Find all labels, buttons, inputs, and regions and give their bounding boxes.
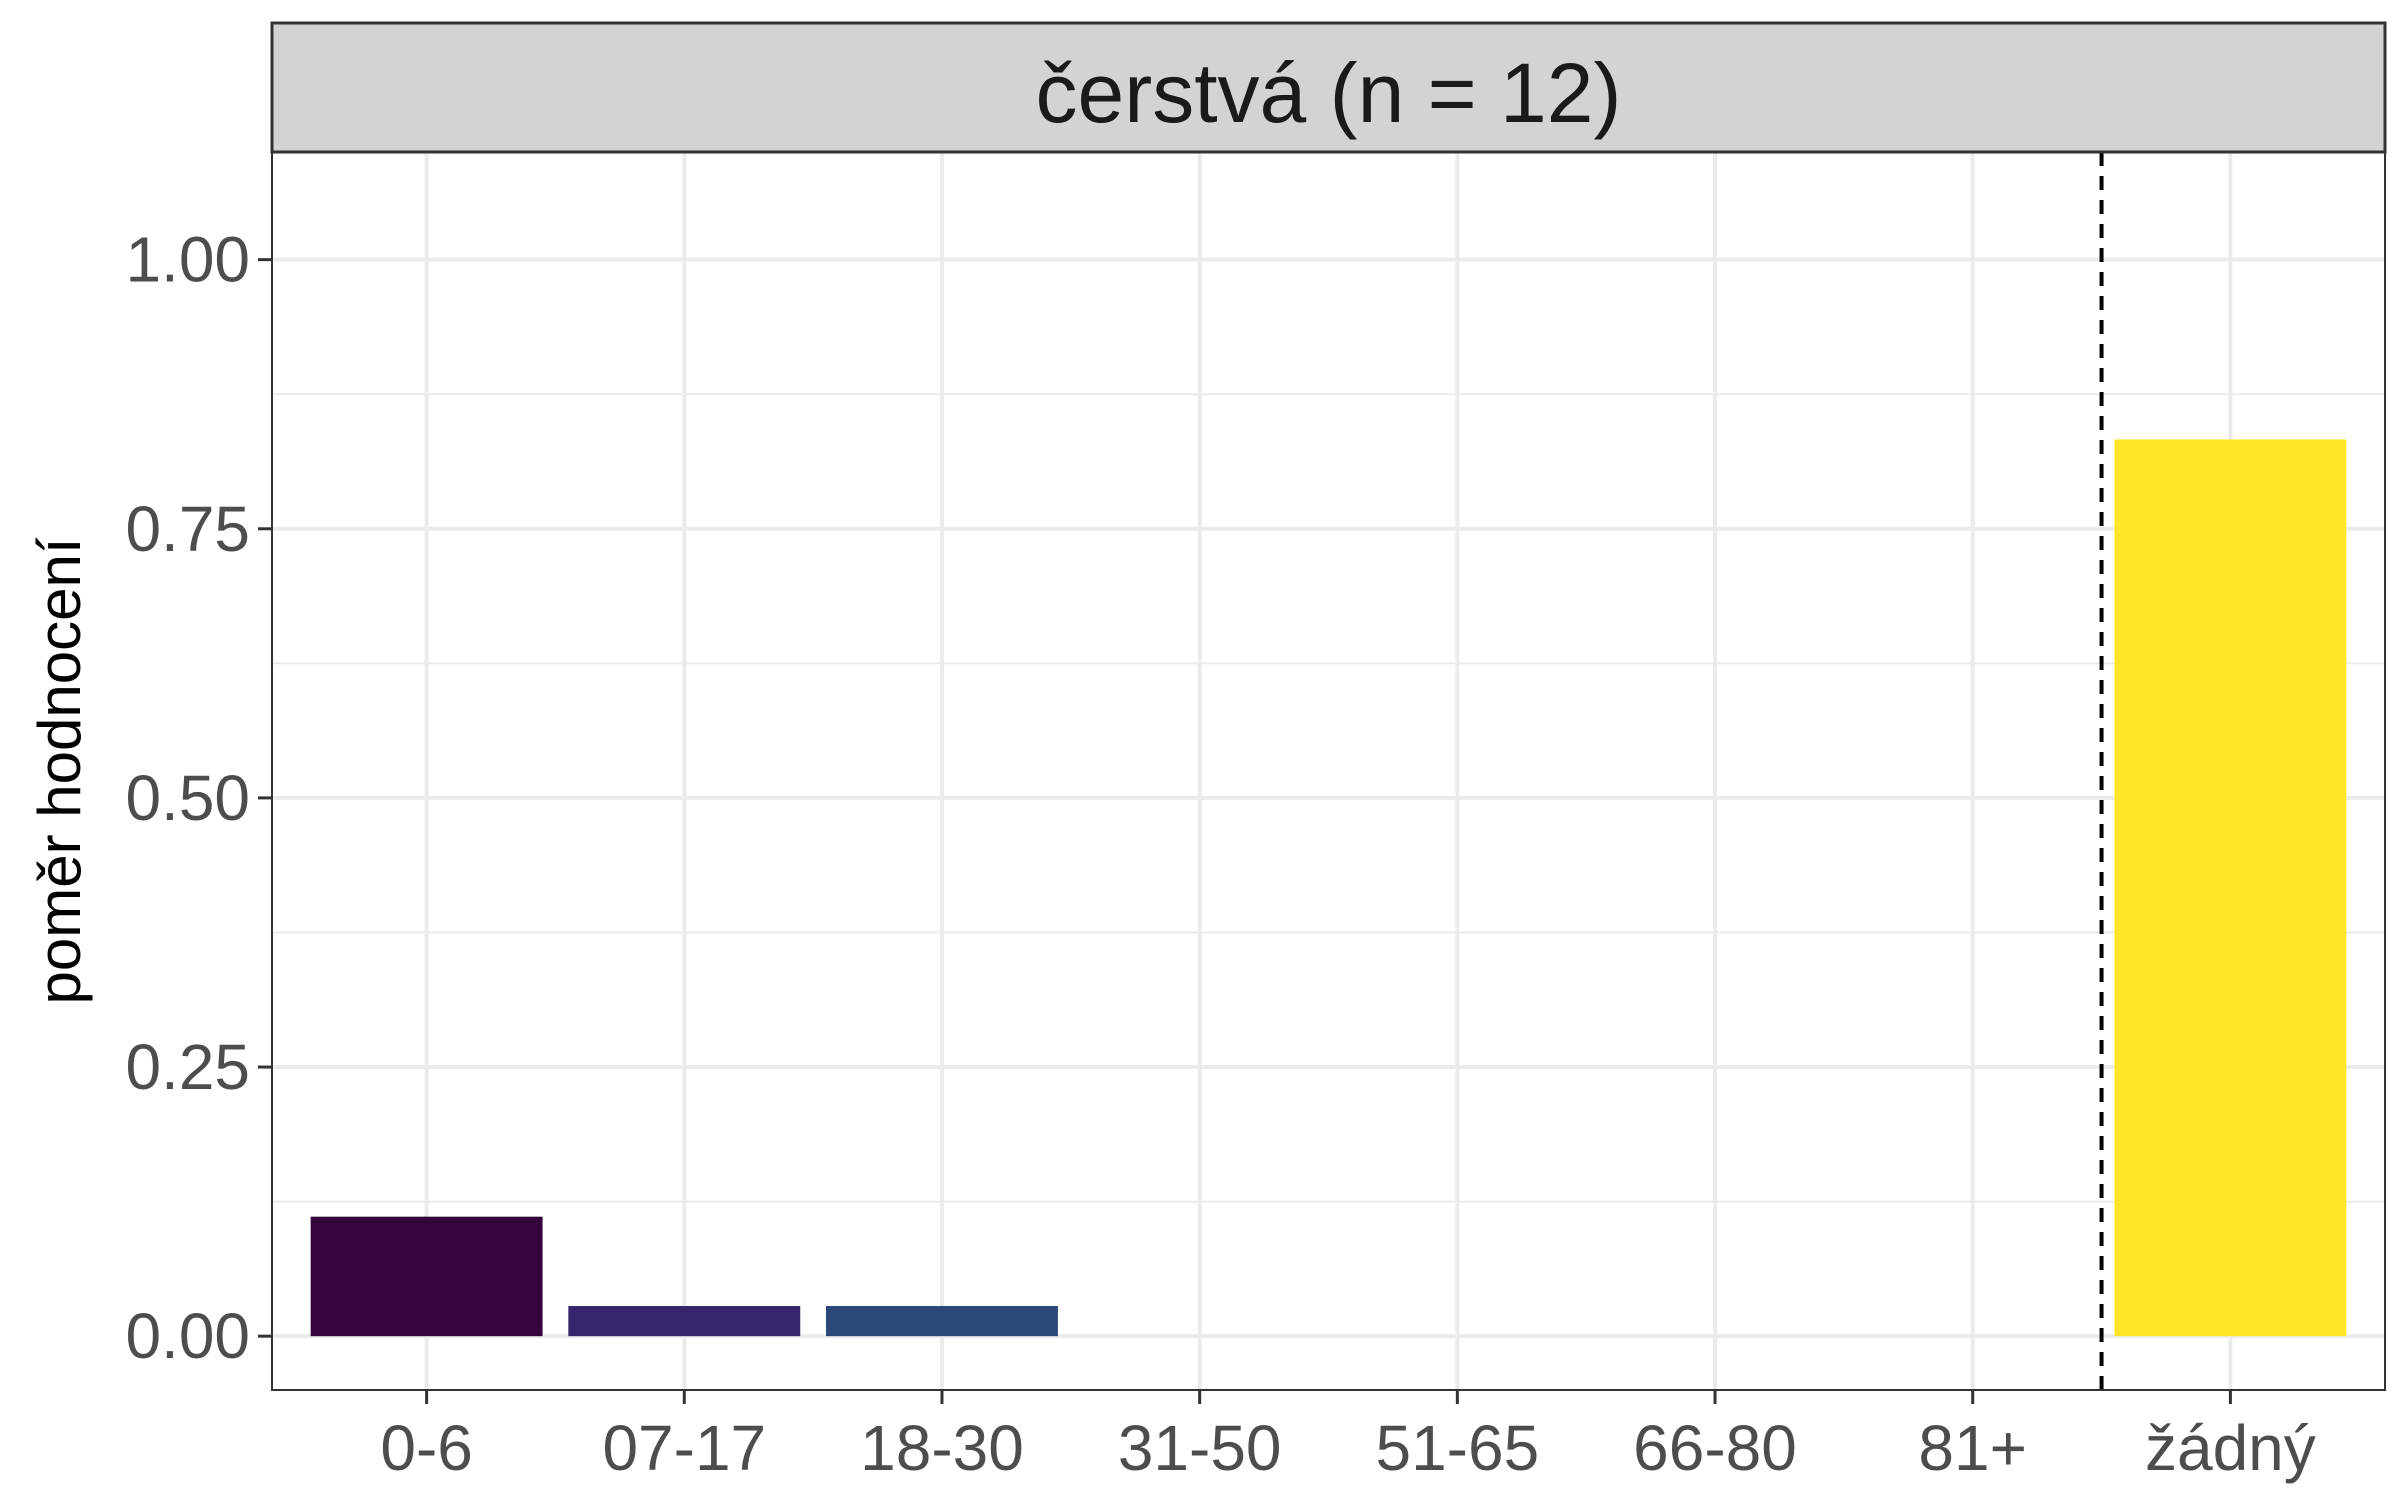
bar-0-6: [310, 1216, 543, 1337]
x-tick-label: 66-80: [1633, 1412, 1797, 1484]
x-axis: 0-6 07-17 18-30 31-50 51-65 66-80 81+ žádný: [380, 1390, 2316, 1484]
y-tick-label: 0.50: [125, 762, 250, 834]
y-tick-label: 0.00: [125, 1300, 250, 1372]
x-tick-label: 31-50: [1118, 1412, 1282, 1484]
grid-lines: [272, 152, 2385, 1390]
bars: [310, 439, 2347, 1337]
y-axis: 0.00 0.25 0.50 0.75 1.00: [125, 224, 272, 1372]
bar-18-30: [826, 1306, 1058, 1337]
bar-07-17: [568, 1306, 801, 1337]
facet-title: čerstvá (n = 12): [1036, 46, 1622, 140]
bar-žádný: [2114, 439, 2347, 1337]
y-tick-label: 0.25: [125, 1031, 250, 1103]
y-tick-label: 0.75: [125, 493, 250, 565]
x-tick-label: 81+: [1918, 1412, 2027, 1484]
x-tick-label: 07-17: [602, 1412, 766, 1484]
y-axis-label: poměr hodnocení: [26, 537, 93, 1004]
x-tick-label: žádný: [2145, 1412, 2316, 1484]
x-tick-label: 0-6: [380, 1412, 473, 1484]
y-tick-label: 1.00: [125, 224, 250, 296]
x-tick-label: 51-65: [1375, 1412, 1539, 1484]
x-tick-label: 18-30: [860, 1412, 1024, 1484]
facet-strip: [270, 21, 2387, 154]
